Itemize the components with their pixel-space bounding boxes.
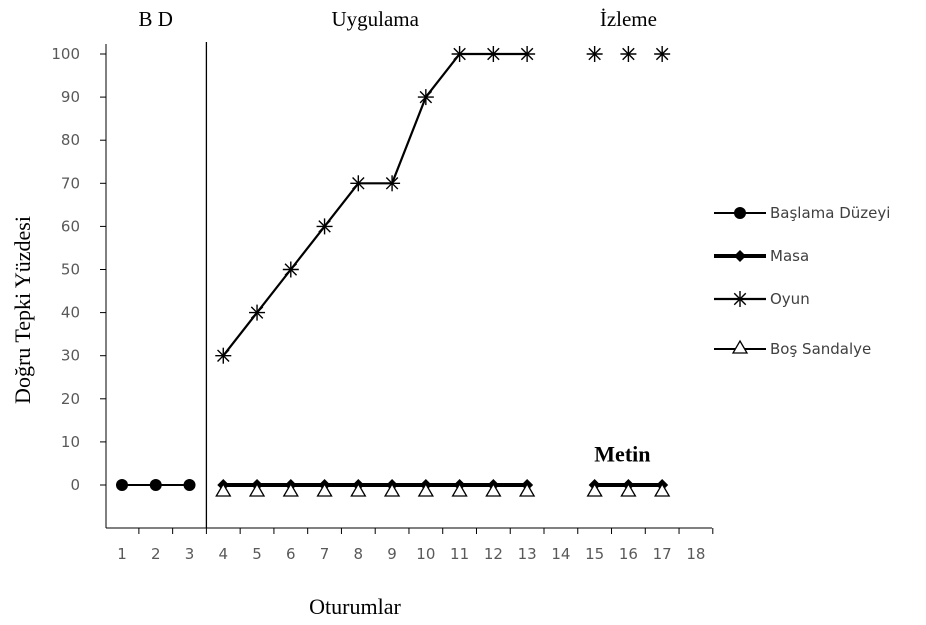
y-tick-label: 90: [61, 88, 80, 106]
phase-label: B D: [139, 7, 173, 31]
data-point: [215, 482, 232, 497]
data-point: [215, 347, 232, 364]
data-point: [282, 482, 299, 497]
series-line: [222, 52, 528, 357]
legend-item: Masa: [714, 247, 809, 265]
x-tick-label: 14: [551, 545, 570, 563]
legend-label: Oyun: [770, 290, 810, 308]
data-point: [485, 482, 502, 497]
phase-label: Uygulama: [331, 7, 419, 31]
legend-label: Boş Sandalye: [770, 340, 871, 358]
x-tick-label: 1: [117, 545, 127, 563]
x-tick-label: 5: [252, 545, 262, 563]
data-point: [116, 479, 128, 491]
x-tick-label: 12: [484, 545, 503, 563]
y-tick-label: 30: [61, 347, 80, 365]
y-tick-label: 60: [61, 217, 80, 235]
data-point: [586, 46, 603, 62]
data-point: [732, 291, 748, 307]
data-point: [519, 46, 536, 62]
x-tick-label: 3: [185, 545, 195, 563]
legend-label: Başlama Düzeyi: [770, 204, 890, 222]
y-tick-label: 100: [51, 45, 80, 63]
y-tick-label: 80: [61, 131, 80, 149]
x-tick-label: 16: [619, 545, 638, 563]
x-tick-label: 18: [686, 545, 705, 563]
data-point: [734, 250, 746, 262]
data-point: [384, 175, 401, 192]
legend-label: Masa: [770, 247, 809, 265]
legend-item: Başlama Düzeyi: [714, 204, 890, 222]
series-2: [215, 46, 671, 364]
data-point: [586, 482, 603, 497]
series-0: [116, 479, 196, 491]
x-tick-label: 6: [286, 545, 296, 563]
x-tick-label: 13: [518, 545, 537, 563]
data-point: [654, 482, 671, 497]
data-point: [731, 339, 749, 354]
y-axis-title: Doğru Tepki Yüzdesi: [10, 216, 35, 404]
data-point: [451, 46, 468, 62]
data-point: [149, 479, 162, 491]
data-point: [654, 46, 671, 62]
x-axis-title: Oturumlar: [309, 594, 401, 619]
data-point: [316, 482, 333, 497]
data-point: [282, 261, 299, 278]
data-point: [350, 482, 367, 497]
y-tick-label: 50: [61, 261, 80, 279]
data-point: [485, 46, 502, 62]
y-tick-label: 20: [61, 390, 80, 408]
data-point: [183, 479, 196, 491]
phase-label: İzleme: [600, 7, 657, 31]
data-point: [248, 482, 266, 497]
data-point: [383, 482, 401, 497]
x-tick-label: 17: [653, 545, 672, 563]
x-tick-label: 4: [219, 545, 229, 563]
data-point: [417, 482, 434, 497]
plot-area: Metin: [116, 46, 671, 497]
data-point: [620, 482, 637, 497]
y-tick-label: 10: [61, 433, 80, 451]
data-point: [350, 175, 367, 192]
y-tick-label: 40: [61, 304, 80, 322]
x-tick-label: 7: [320, 545, 330, 563]
x-tick-label: 2: [151, 545, 161, 563]
phase-labels: B D Uygulama İzleme: [139, 7, 657, 31]
data-point: [249, 304, 266, 321]
data-point: [316, 218, 333, 235]
x-tick-label: 11: [450, 545, 469, 563]
y-tick-label: 0: [70, 476, 80, 494]
series-3: [215, 482, 671, 497]
data-point: [620, 46, 637, 62]
x-tick-label: 15: [585, 545, 604, 563]
legend-item: Oyun: [714, 290, 810, 308]
legend: Başlama Düzeyi Masa Oyun Boş Sandalye: [714, 204, 890, 358]
data-point: [734, 207, 746, 219]
data-point: [518, 482, 536, 497]
x-tick-label: 10: [416, 545, 435, 563]
data-point: [451, 482, 468, 497]
data-point: [417, 89, 434, 106]
annotation-label: Metin: [594, 442, 650, 467]
y-tick-label: 70: [61, 174, 80, 192]
x-tick-label: 8: [354, 545, 364, 563]
legend-item: Boş Sandalye: [714, 339, 871, 358]
x-tick-label: 9: [387, 545, 397, 563]
